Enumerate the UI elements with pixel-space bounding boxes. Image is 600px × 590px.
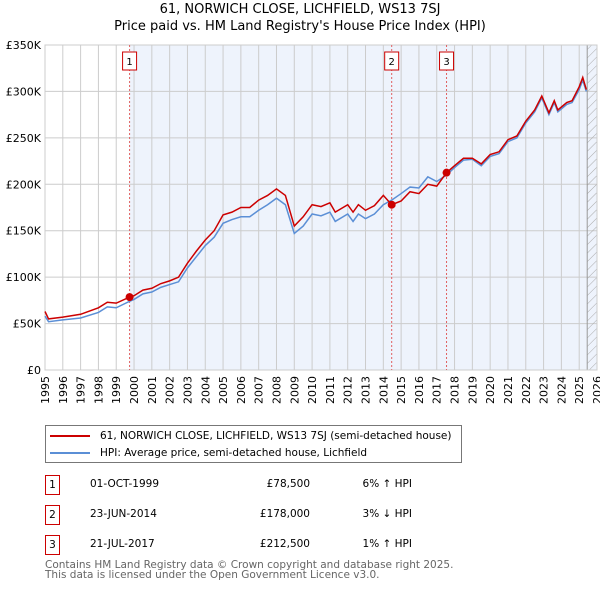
transaction-hpi: 1% ↑ HPI: [362, 538, 412, 550]
x-tick-label: 2011: [324, 376, 337, 404]
sale-label: 3: [443, 57, 449, 68]
y-tick-label: £250K: [6, 132, 42, 145]
x-tick-label: 2017: [431, 376, 444, 404]
sale-label-box: [439, 51, 455, 71]
transaction-price: £78,500: [266, 478, 310, 490]
transaction-date: 21-JUL-2017: [90, 538, 155, 550]
x-tick-label: 1995: [39, 376, 52, 404]
x-tick-label: 2018: [449, 376, 462, 404]
transaction-badge: 3: [45, 535, 60, 555]
y-tick-label: £200K: [6, 178, 42, 191]
x-tick-label: 1998: [92, 376, 105, 404]
x-tick-label: 2002: [164, 376, 177, 404]
sale-point: [387, 200, 396, 209]
transaction-row: 2 23-JUN-2014 £178,000 3% ↓ HPI: [45, 505, 465, 525]
x-tick-label: 2005: [217, 376, 230, 404]
y-tick-label: £300K: [6, 85, 42, 98]
transaction-date: 01-OCT-1999: [90, 478, 159, 490]
x-tick-label: 2001: [146, 376, 159, 404]
x-tick-label: 1996: [57, 376, 70, 404]
x-tick-label: 2023: [538, 376, 551, 404]
x-tick-label: 2014: [377, 376, 390, 404]
legend: 61, NORWICH CLOSE, LICHFIELD, WS13 7SJ (…: [45, 425, 462, 463]
x-tick-label: 2010: [306, 376, 319, 404]
x-tick-label: 2004: [199, 376, 212, 404]
legend-hpi: HPI: Average price, semi-detached house,…: [100, 447, 368, 459]
x-tick-label: 2013: [360, 376, 373, 404]
x-tick-label: 1999: [110, 376, 123, 404]
plot-area: 1995 1996 1997 1998 1999 2000 2001 2002 2003 2004…: [6, 39, 600, 404]
transaction-hpi: 6% ↑ HPI: [362, 478, 412, 490]
transaction-hpi: 3% ↓ HPI: [362, 508, 412, 520]
forecast-hatch: [587, 45, 597, 370]
x-tick-label: 2022: [520, 376, 533, 404]
y-tick-label: £100K: [6, 271, 42, 284]
sale-label-box: [384, 51, 400, 71]
footer-line1: Contains HM Land Registry data © Crown c…: [45, 559, 454, 571]
hpi-line: [44, 78, 588, 323]
x-tick-label: 2026: [591, 376, 600, 404]
x-tick-label: 1997: [75, 376, 88, 404]
plot-border: [44, 44, 598, 371]
y-tick-label: £0: [27, 364, 41, 377]
x-tick-label: 2012: [342, 376, 355, 404]
chart-title: 61, NORWICH CLOSE, LICHFIELD, WS13 7SJ: [159, 2, 441, 17]
y-tick-label: £50K: [13, 318, 42, 331]
transaction-badge: 2: [45, 505, 60, 525]
x-tick-label: 2015: [395, 376, 408, 404]
x-tick-label: 2000: [128, 376, 141, 404]
sale-point: [125, 293, 134, 302]
sale-label: 2: [389, 57, 395, 68]
x-tick-label: 2008: [270, 376, 283, 404]
sale-label-box: [122, 51, 138, 71]
shaded-region: [129, 45, 598, 370]
footer: Contains HM Land Registry data © Crown c…: [45, 559, 454, 581]
x-tick-label: 2006: [235, 376, 248, 404]
transaction-date: 23-JUN-2014: [90, 508, 157, 520]
legend-swatch-property: [50, 435, 90, 437]
footer-line2: This data is licensed under the Open Gov…: [45, 569, 380, 581]
transaction-price: £178,000: [259, 508, 310, 520]
y-tick-label: £350K: [6, 39, 42, 52]
transaction-row: 3 21-JUL-2017 £212,500 1% ↑ HPI: [45, 535, 465, 555]
x-tick-label: 2009: [288, 376, 301, 404]
transaction-row: 1 01-OCT-1999 £78,500 6% ↑ HPI: [45, 475, 465, 495]
y-tick-label: £150K: [6, 225, 42, 238]
x-tick-label: 2020: [484, 376, 497, 404]
x-tick-label: 2024: [555, 376, 568, 404]
transaction-badge: 1: [45, 475, 60, 495]
sale-point: [442, 168, 451, 177]
x-tick-label: 2025: [573, 376, 586, 404]
legend-property: 61, NORWICH CLOSE, LICHFIELD, WS13 7SJ (…: [100, 430, 452, 442]
x-tick-label: 2007: [253, 376, 266, 404]
x-tick-label: 2016: [413, 376, 426, 404]
sale-label: 1: [126, 57, 132, 68]
property-price-line: [44, 75, 588, 320]
legend-swatch-hpi: [50, 452, 90, 454]
chart-subtitle: Price paid vs. HM Land Registry's House …: [114, 19, 486, 34]
x-tick-label: 2021: [502, 376, 515, 404]
transaction-price: £212,500: [259, 538, 310, 550]
x-tick-label: 2003: [181, 376, 194, 404]
x-tick-label: 2019: [466, 376, 479, 404]
